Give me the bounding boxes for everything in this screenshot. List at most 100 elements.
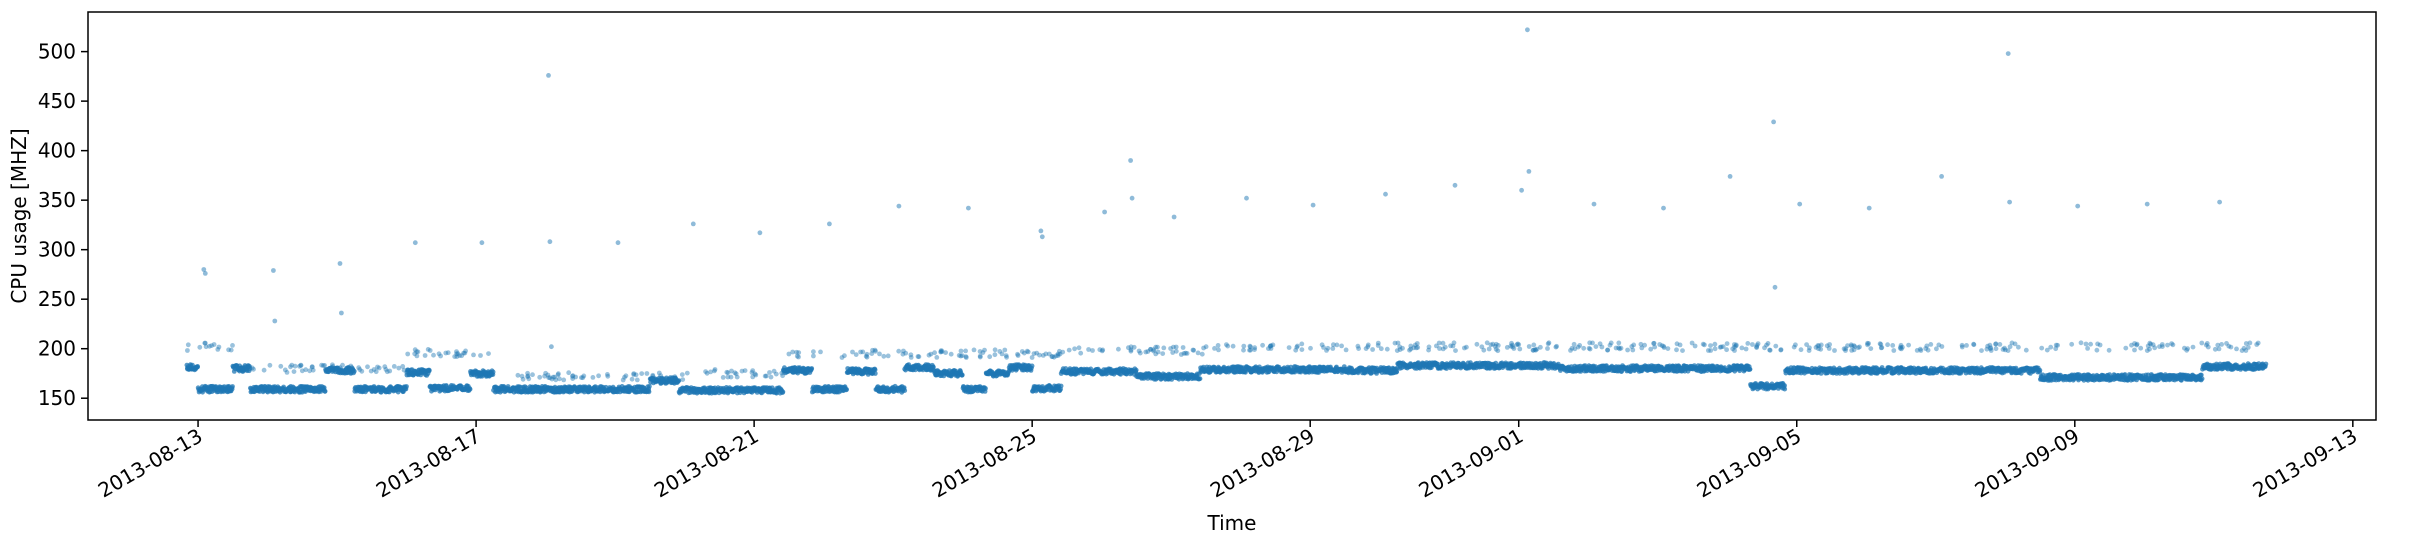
data-point (885, 353, 891, 359)
data-point (1642, 342, 1647, 348)
data-point (590, 375, 596, 380)
data-point (384, 369, 390, 375)
data-point (1964, 343, 1969, 348)
data-point (963, 348, 968, 354)
data-point (1248, 347, 1253, 353)
data-point (412, 347, 418, 353)
data-point (982, 347, 987, 353)
data-point (877, 351, 882, 357)
data-point (1750, 342, 1755, 347)
data-point (1015, 351, 1020, 357)
data-point (1464, 344, 1469, 350)
data-point (1331, 342, 1336, 348)
data-point (1046, 351, 1052, 357)
data-point (1339, 343, 1344, 349)
data-point (443, 350, 449, 356)
data-point (1677, 342, 1683, 348)
data-point (818, 349, 823, 355)
data-point (1440, 340, 1446, 346)
data-point (1072, 346, 1077, 352)
data-point (1849, 343, 1855, 349)
data-point (732, 370, 738, 376)
data-point (1925, 347, 1931, 353)
data-point (1724, 347, 1729, 353)
data-point (1247, 347, 1252, 353)
data-point (1375, 340, 1381, 346)
data-point (365, 364, 370, 370)
data-point (1495, 343, 1501, 348)
data-point (1857, 344, 1862, 350)
data-point (436, 351, 442, 357)
data-point (873, 348, 878, 354)
data-point (1526, 344, 1532, 349)
data-point (1918, 348, 1924, 353)
data-point (1754, 342, 1760, 348)
data-point (1060, 349, 1066, 355)
data-point (1732, 348, 1737, 353)
data-point (762, 373, 768, 379)
data-point (2012, 341, 2018, 347)
data-point (303, 367, 309, 373)
data-point (2219, 342, 2225, 347)
outlier-point (1039, 234, 1045, 240)
data-point (1131, 344, 1137, 350)
data-point (1516, 342, 1522, 347)
data-point (1630, 347, 1636, 353)
data-point (2182, 345, 2187, 351)
data-point (356, 365, 362, 371)
data-point (734, 374, 740, 380)
data-point (1730, 346, 1736, 352)
data-point (1299, 341, 1305, 347)
data-point (2134, 342, 2140, 348)
data-point (1414, 345, 1419, 351)
data-point (750, 374, 756, 380)
data-point (1575, 344, 1581, 350)
data-point (557, 376, 562, 382)
data-point (1148, 346, 1153, 352)
data-point (292, 363, 298, 369)
data-point (2000, 347, 2006, 352)
data-point (1029, 355, 1035, 360)
data-point (2069, 341, 2075, 347)
data-point (1865, 340, 1870, 346)
data-point (1732, 344, 1737, 350)
data-point (445, 350, 451, 356)
data-point (872, 371, 878, 376)
data-point (1959, 344, 1965, 350)
outlier-point (2075, 203, 2081, 209)
data-point (631, 371, 637, 376)
data-point (679, 372, 685, 377)
data-point (291, 369, 297, 374)
data-point (2239, 348, 2245, 353)
data-point (1767, 347, 1772, 353)
data-point (1133, 367, 1139, 373)
outlier-point (1038, 228, 1044, 234)
data-point (1440, 346, 1446, 352)
data-point (1827, 342, 1832, 347)
data-point (1395, 340, 1401, 346)
outlier-point (479, 240, 485, 246)
data-point (1514, 342, 1520, 348)
data-point (525, 374, 530, 380)
data-point (1492, 344, 1498, 349)
data-point (1029, 363, 1035, 369)
data-point (752, 371, 758, 377)
data-point (1400, 345, 1405, 351)
data-point (2134, 341, 2140, 347)
data-point (1985, 343, 1990, 349)
data-point (1034, 350, 1040, 356)
data-point (977, 349, 983, 354)
data-point (605, 372, 610, 377)
data-point (1605, 347, 1611, 353)
data-point (1517, 346, 1523, 352)
data-point (462, 350, 468, 356)
data-point (1090, 348, 1095, 353)
data-point (2095, 341, 2101, 347)
data-point (1638, 341, 1644, 347)
data-point (1773, 343, 1779, 349)
data-point (1408, 343, 1414, 349)
data-point (725, 370, 731, 376)
data-point (2106, 347, 2112, 353)
data-point (2094, 347, 2100, 353)
data-point (1426, 347, 1431, 353)
